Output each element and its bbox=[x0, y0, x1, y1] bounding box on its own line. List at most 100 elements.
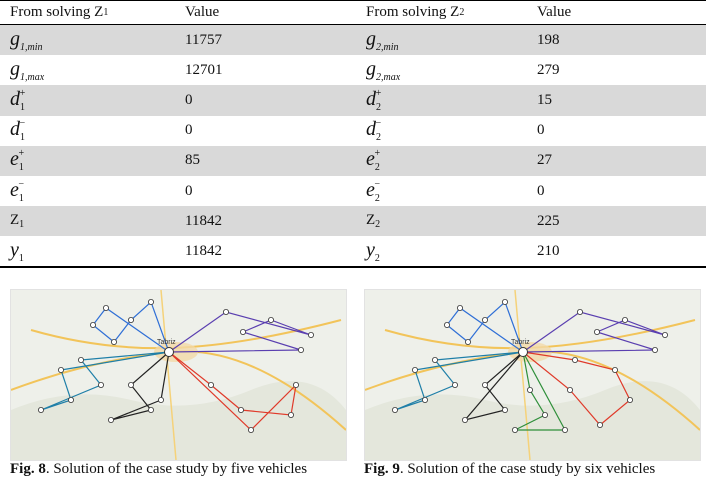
left-value: 11842 bbox=[185, 212, 222, 229]
customer-node bbox=[147, 407, 154, 414]
customer-node bbox=[541, 412, 548, 419]
left-variable: y1 bbox=[10, 238, 24, 264]
table-row: d1− 0 d2− 0 bbox=[0, 116, 706, 146]
figure-8-map: Tabriz bbox=[10, 289, 347, 461]
customer-node bbox=[457, 304, 464, 311]
customer-node bbox=[611, 367, 618, 374]
left-variable: d1+ bbox=[10, 87, 26, 113]
customer-node bbox=[571, 357, 578, 364]
table-top-rule bbox=[0, 0, 706, 1]
customer-node bbox=[626, 397, 633, 404]
left-value: 0 bbox=[185, 122, 193, 139]
left-value: 11842 bbox=[185, 242, 222, 259]
customer-node bbox=[432, 357, 439, 364]
depot-label: Tabriz bbox=[157, 339, 176, 346]
left-value: 12701 bbox=[185, 61, 223, 78]
road bbox=[514, 290, 531, 460]
customer-node bbox=[68, 397, 75, 404]
right-variable: d2− bbox=[366, 118, 382, 144]
customer-node bbox=[297, 347, 304, 354]
customer-node bbox=[576, 308, 583, 315]
customer-node bbox=[412, 367, 419, 374]
route-line bbox=[110, 351, 170, 421]
customer-node bbox=[237, 407, 244, 414]
left-variable: Z1 bbox=[10, 212, 25, 231]
left-variable: d1− bbox=[10, 118, 26, 144]
customer-node bbox=[287, 412, 294, 419]
customer-node bbox=[239, 329, 246, 336]
customer-node bbox=[511, 426, 518, 433]
right-value: 225 bbox=[537, 212, 560, 229]
customer-node bbox=[482, 316, 489, 323]
customer-node bbox=[292, 382, 299, 389]
customer-node bbox=[566, 387, 573, 394]
customer-node bbox=[452, 382, 459, 389]
customer-node bbox=[157, 397, 164, 404]
right-value: 0 bbox=[537, 182, 545, 199]
left-variable: g1,min bbox=[10, 27, 43, 53]
customer-node bbox=[465, 339, 472, 346]
right-value: 279 bbox=[537, 61, 560, 78]
depot-node bbox=[164, 347, 174, 357]
table-row: g1,min 11757 g2,min 198 bbox=[0, 25, 706, 56]
customer-node bbox=[128, 316, 135, 323]
figure-8-caption: Fig. 8. Solution of the case study by fi… bbox=[10, 461, 308, 477]
customer-node bbox=[482, 382, 489, 389]
customer-node bbox=[103, 304, 110, 311]
terrain bbox=[11, 381, 346, 460]
right-variable: e2− bbox=[366, 178, 381, 204]
customer-node bbox=[561, 426, 568, 433]
customer-node bbox=[391, 407, 398, 414]
customer-node bbox=[422, 397, 429, 404]
route-line bbox=[514, 351, 567, 431]
figure-9-caption: Fig. 9. Solution of the case study by si… bbox=[364, 461, 656, 477]
customer-node bbox=[621, 316, 628, 323]
left-value: 85 bbox=[185, 152, 200, 169]
left-variable: e1+ bbox=[10, 148, 25, 174]
right-variable: y2 bbox=[366, 238, 380, 264]
customer-node bbox=[596, 421, 603, 428]
table-row: e1+ 85 e2+ 27 bbox=[0, 145, 706, 176]
customer-node bbox=[207, 382, 214, 389]
right-value: 0 bbox=[537, 122, 545, 139]
customer-node bbox=[147, 298, 154, 305]
right-variable: Z2 bbox=[366, 212, 381, 231]
customer-node bbox=[462, 417, 469, 424]
left-value: 11757 bbox=[185, 31, 222, 48]
right-variable: e2+ bbox=[366, 148, 381, 174]
right-value: 210 bbox=[537, 242, 560, 259]
customer-node bbox=[593, 329, 600, 336]
customer-node bbox=[267, 316, 274, 323]
figure-9-route-map: Tabriz bbox=[365, 290, 700, 460]
table-row: y1 11842 y2 210 bbox=[0, 236, 706, 266]
customer-node bbox=[247, 426, 254, 433]
customer-node bbox=[98, 382, 105, 389]
right-value: 15 bbox=[537, 91, 552, 108]
customer-node bbox=[661, 332, 668, 339]
left-value: 0 bbox=[185, 91, 193, 108]
customer-node bbox=[78, 357, 85, 364]
left-variable: e1− bbox=[10, 178, 25, 204]
right-variable: d2+ bbox=[366, 87, 382, 113]
customer-node bbox=[108, 417, 115, 424]
right-value: 27 bbox=[537, 152, 552, 169]
customer-node bbox=[128, 382, 135, 389]
table-row: g1,max 12701 g2,max 279 bbox=[0, 55, 706, 85]
header-value-right: Value bbox=[537, 4, 572, 20]
depot-node bbox=[518, 347, 528, 357]
figure-9-map: Tabriz bbox=[364, 289, 701, 461]
customer-node bbox=[111, 339, 118, 346]
header-value-left: Value bbox=[185, 4, 220, 20]
table-header-rule bbox=[0, 24, 706, 25]
table-bottom-rule bbox=[0, 266, 706, 268]
table-row: e1− 0 e2− 0 bbox=[0, 176, 706, 206]
right-variable: g2,max bbox=[366, 57, 401, 83]
customer-node bbox=[307, 332, 314, 339]
left-value: 0 bbox=[185, 182, 193, 199]
customer-node bbox=[651, 347, 658, 354]
terrain bbox=[365, 381, 700, 460]
customer-node bbox=[90, 322, 97, 329]
right-value: 198 bbox=[537, 31, 560, 48]
